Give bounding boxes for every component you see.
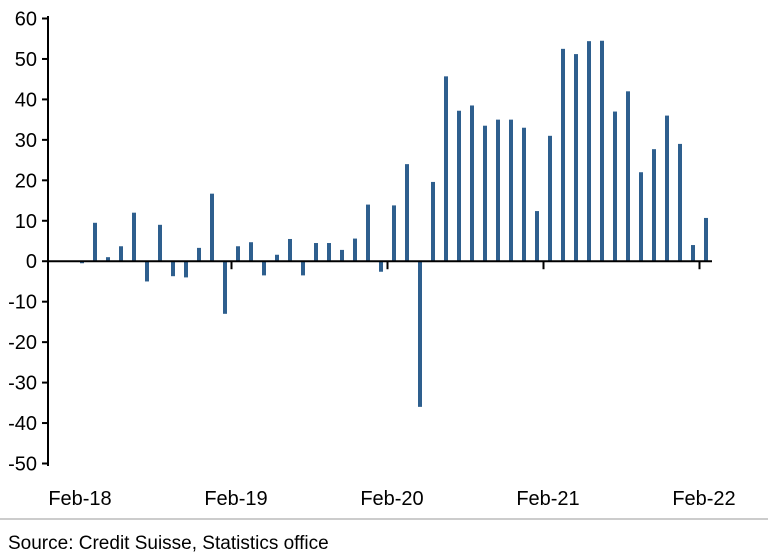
x-tick-label: Feb-22 <box>672 488 735 510</box>
bar-aug-19 <box>314 243 318 262</box>
bar-mar-18 <box>93 222 97 262</box>
source-note: Source: Credit Suisse, Statistics office <box>8 533 329 554</box>
bar-jul-19 <box>301 261 305 276</box>
bar-mar-19 <box>249 242 253 262</box>
bar-jul-18 <box>145 261 149 282</box>
bar-mar-20 <box>405 164 409 262</box>
y-tick-label: 30 <box>15 130 37 152</box>
y-tick-label: -30 <box>8 373 37 395</box>
bar-dec-20 <box>522 127 526 262</box>
y-tick-label: 60 <box>15 9 37 31</box>
y-tick-label: 20 <box>15 170 37 192</box>
bar-dec-18 <box>210 193 214 262</box>
bar-apr-20 <box>418 261 422 407</box>
bar-oct-18 <box>184 261 188 278</box>
bar-feb-22 <box>704 217 708 262</box>
bar-jun-18 <box>132 212 136 262</box>
bar-feb-18 <box>80 261 84 264</box>
y-tick-label: -50 <box>8 454 37 476</box>
bar-jun-19 <box>288 238 292 262</box>
bar-sep-20 <box>483 125 487 262</box>
x-tick-label: Feb-19 <box>204 488 267 510</box>
bar-feb-20 <box>392 205 396 262</box>
x-tick-label: Feb-20 <box>360 488 423 510</box>
bar-may-19 <box>275 254 279 262</box>
bar-may-20 <box>431 181 435 262</box>
bar-jun-20 <box>444 76 448 262</box>
bar-may-21 <box>587 41 591 262</box>
bar-nov-19 <box>353 238 357 262</box>
bar-sep-19 <box>327 243 331 262</box>
bar-mar-21 <box>561 48 565 262</box>
bar-feb-19 <box>236 246 240 262</box>
bar-dec-19 <box>366 204 370 262</box>
y-tick-label: -10 <box>8 292 37 314</box>
bar-apr-19 <box>262 261 266 276</box>
bar-apr-18 <box>106 257 110 262</box>
bars <box>80 40 708 407</box>
bar-jan-20 <box>379 261 383 272</box>
y-tick-label: -20 <box>8 332 37 354</box>
y-tick-label: -40 <box>8 413 37 435</box>
y-tick-label: 50 <box>15 49 37 71</box>
bar-dec-21 <box>678 143 682 262</box>
bar-jul-20 <box>457 110 461 262</box>
bar-jan-22 <box>691 245 695 262</box>
x-tick-label: Feb-18 <box>48 488 111 510</box>
bar-jun-21 <box>600 40 604 262</box>
y-axis-ticks: 60 50 40 30 20 10 0 -10 -20 -30 -40 -50 <box>8 9 48 476</box>
bar-oct-19 <box>340 249 344 262</box>
bar-nov-18 <box>197 247 201 262</box>
bar-feb-21 <box>548 135 552 262</box>
bar-jan-21 <box>535 211 539 262</box>
y-tick-label: 10 <box>15 211 37 233</box>
bar-aug-21 <box>626 91 630 262</box>
bar-oct-21 <box>652 149 656 262</box>
bar-nov-20 <box>509 119 513 262</box>
x-axis-ticks: Feb-18 Feb-19 Feb-20 Feb-21 Feb-22 <box>48 261 736 510</box>
y-tick-label: 0 <box>26 251 37 273</box>
bar-sep-18 <box>171 261 175 277</box>
bar-apr-21 <box>574 54 578 262</box>
bar-aug-18 <box>158 224 162 262</box>
bar-may-18 <box>119 246 123 262</box>
bar-jan-19 <box>223 261 227 314</box>
bar-oct-20 <box>496 119 500 262</box>
bar-jul-21 <box>613 111 617 262</box>
x-tick-label: Feb-21 <box>516 488 579 510</box>
y-tick-label: 40 <box>15 89 37 111</box>
bar-nov-21 <box>665 115 669 262</box>
bar-sep-21 <box>639 172 643 262</box>
bar-aug-20 <box>470 105 474 262</box>
